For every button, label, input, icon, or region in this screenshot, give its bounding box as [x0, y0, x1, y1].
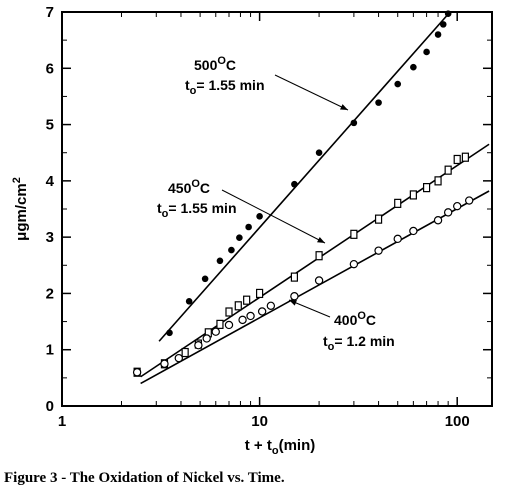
point-400C — [314, 276, 324, 285]
point-450C — [461, 152, 469, 162]
point-500C — [375, 99, 382, 106]
y-tick-label: 0 — [46, 398, 54, 415]
fit-line-450C — [140, 143, 490, 378]
fit-line-500C — [158, 11, 451, 342]
point-400C — [374, 246, 383, 255]
point-500C — [256, 213, 263, 220]
point-450C — [374, 214, 383, 224]
point-400C — [202, 334, 211, 343]
point-500C — [201, 275, 209, 283]
point-400C — [453, 201, 462, 211]
point-500C — [410, 63, 417, 71]
x-tick-label: 10 — [251, 413, 268, 430]
point-400C — [433, 216, 443, 225]
x-tick-label: 100 — [445, 413, 470, 430]
point-400C — [257, 307, 267, 316]
point-500C — [444, 10, 452, 17]
point-450C — [453, 154, 461, 165]
y-tick-label: 5 — [46, 117, 54, 134]
series-label-temp-400C: 400OC — [334, 310, 376, 328]
series-annotations: 500OC to= 1.55 min 450OC to= 1.55 min 400OC t… — [157, 55, 395, 353]
y-tick-label: 3 — [46, 229, 54, 246]
fit-line-400C — [140, 190, 490, 385]
x-axis-title: t + to(min) — [245, 437, 316, 457]
x-tick-label: 1 — [58, 413, 66, 430]
point-500C — [228, 246, 235, 254]
point-400C — [224, 320, 234, 330]
point-400C — [246, 311, 255, 321]
series-label-t0-500C: to= 1.55 min — [185, 77, 265, 97]
point-500C — [236, 234, 243, 242]
point-400C — [194, 341, 203, 350]
point-400C — [409, 226, 418, 236]
point-450C — [444, 165, 452, 175]
point-400C — [174, 353, 183, 363]
point-450C — [256, 288, 264, 299]
y-tick-label: 7 — [46, 4, 54, 21]
y-tick-label: 6 — [46, 60, 54, 77]
leader-arrowhead-450C — [317, 236, 325, 243]
point-450C — [225, 307, 233, 317]
point-400C — [160, 359, 169, 368]
axis-titles: t + to(min) μgm/cm2 — [11, 177, 315, 457]
point-450C — [350, 229, 358, 239]
point-400C — [266, 301, 276, 311]
leader-line-500C — [274, 74, 349, 111]
point-400C — [290, 292, 299, 301]
point-500C — [185, 298, 193, 305]
point-400C — [443, 208, 453, 217]
point-500C — [166, 329, 173, 337]
point-450C — [216, 319, 224, 329]
point-450C — [409, 190, 417, 200]
series-label-temp-500C: 500OC — [194, 55, 236, 73]
point-500C — [350, 119, 358, 127]
point-500C — [291, 180, 298, 188]
leader-arrowhead-500C — [340, 104, 348, 110]
point-500C — [245, 223, 252, 231]
point-500C — [315, 149, 323, 157]
leader-arrowhead-400C — [289, 300, 297, 306]
point-500C — [439, 21, 447, 28]
y-tick-label: 1 — [46, 342, 54, 359]
figure-caption: Figure 3 - The Oxidation of Nickel vs. T… — [4, 470, 285, 486]
point-400C — [464, 196, 474, 205]
series-label-temp-450C: 450OC — [168, 178, 210, 196]
y-axis-title: μgm/cm2 — [11, 177, 30, 241]
point-500C — [423, 48, 430, 56]
point-400C — [349, 259, 359, 269]
y-tick-label: 4 — [46, 173, 55, 190]
y-tick-label: 2 — [46, 285, 54, 302]
point-500C — [434, 31, 442, 38]
point-400C — [393, 234, 402, 244]
point-450C — [290, 272, 298, 282]
point-450C — [422, 183, 431, 193]
point-450C — [434, 176, 442, 186]
series-label-t0-400C: to= 1.2 min — [323, 333, 395, 353]
series-label-t0-450C: to= 1.55 min — [157, 200, 237, 220]
point-400C — [132, 368, 142, 377]
point-450C — [181, 347, 189, 358]
point-500C — [216, 257, 224, 265]
point-400C — [211, 327, 220, 336]
point-450C — [394, 198, 402, 208]
data-markers — [132, 10, 474, 377]
point-450C — [234, 301, 242, 311]
point-450C — [243, 295, 251, 305]
leader-line-450C — [221, 189, 326, 244]
point-450C — [315, 251, 323, 261]
point-500C — [394, 80, 402, 88]
fit-lines — [140, 11, 490, 385]
point-400C — [238, 315, 247, 325]
